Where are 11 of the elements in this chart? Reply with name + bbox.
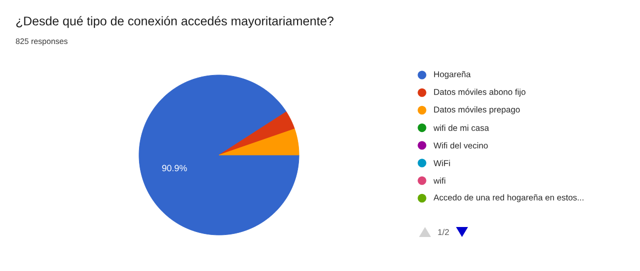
legend-label: Datos móviles prepago [434, 106, 520, 114]
legend-label: Datos móviles abono fijo [434, 88, 526, 97]
legend-label: Wifi del vecino [434, 142, 488, 149]
legend-label: Hogareña [434, 71, 471, 79]
data-label: 90.9% [162, 164, 187, 172]
legend-label: wifi [434, 178, 446, 184]
legend-label: Accedo de una red hogareña en estos... [434, 194, 584, 202]
text: 1/2 [438, 228, 449, 236]
legend-label: WiFi [434, 160, 450, 166]
legend-label: wifi de mi casa [434, 124, 490, 131]
chart-title: ¿Desde qué tipo de conexión accedés mayoritariamente? [16, 16, 334, 28]
